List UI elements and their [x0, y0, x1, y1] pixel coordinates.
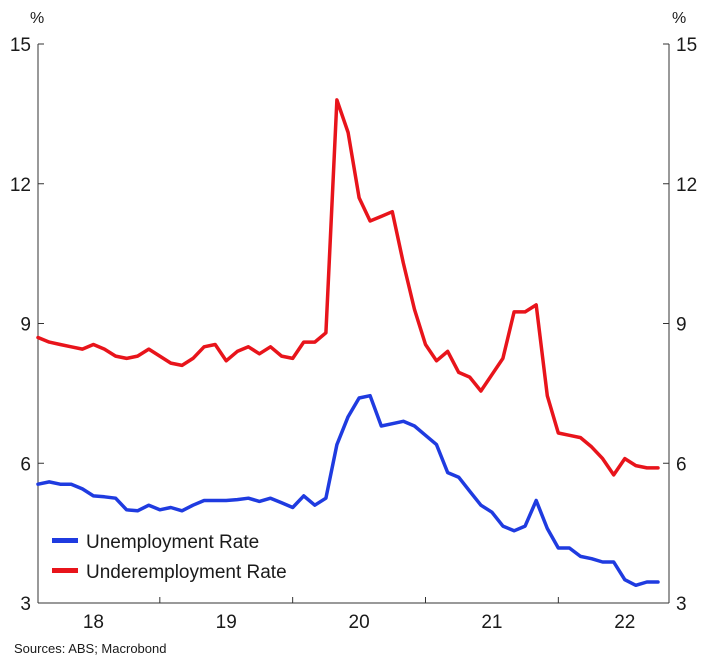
y-tick-label-right: 6	[676, 454, 687, 475]
legend-swatch-unemployment	[52, 538, 78, 543]
y-unit-right: %	[672, 10, 686, 27]
legend-item-unemployment: Unemployment Rate	[52, 532, 259, 553]
y-tick-label-left: 12	[10, 175, 31, 196]
legend-label-underemployment: Underemployment Rate	[86, 562, 287, 583]
x-tick-label: 20	[349, 612, 370, 633]
y-ticks: 3 3 6 6 9 9 12 12 15 15	[10, 35, 697, 615]
legend-item-underemployment: Underemployment Rate	[52, 562, 287, 583]
y-tick-label-right: 15	[676, 35, 697, 56]
x-tick-label: 18	[83, 612, 104, 633]
series-line-unemployment	[36, 393, 660, 588]
series-lines	[36, 98, 660, 588]
y-tick-label-left: 9	[20, 315, 31, 336]
x-ticks: 18 19 20 21 22	[83, 597, 635, 633]
legend-swatch-underemployment	[52, 568, 78, 573]
x-tick-label: 22	[614, 612, 635, 633]
plot-frame	[37, 44, 670, 604]
y-tick-label-left: 15	[10, 35, 31, 56]
y-tick-label-right: 9	[676, 315, 687, 336]
x-tick-label: 19	[216, 612, 237, 633]
y-tick-label-right: 12	[676, 175, 697, 196]
y-tick-label-left: 6	[20, 454, 31, 475]
y-tick-label-left: 3	[20, 594, 31, 615]
x-tick-label: 21	[481, 612, 502, 633]
source-note: Sources: ABS; Macrobond	[14, 641, 166, 656]
series-line-underemployment	[36, 98, 660, 477]
legend-label-unemployment: Unemployment Rate	[86, 532, 259, 553]
y-tick-label-right: 3	[676, 594, 687, 615]
legend: Unemployment Rate Underemployment Rate	[52, 532, 287, 583]
y-unit-left: %	[30, 10, 44, 27]
